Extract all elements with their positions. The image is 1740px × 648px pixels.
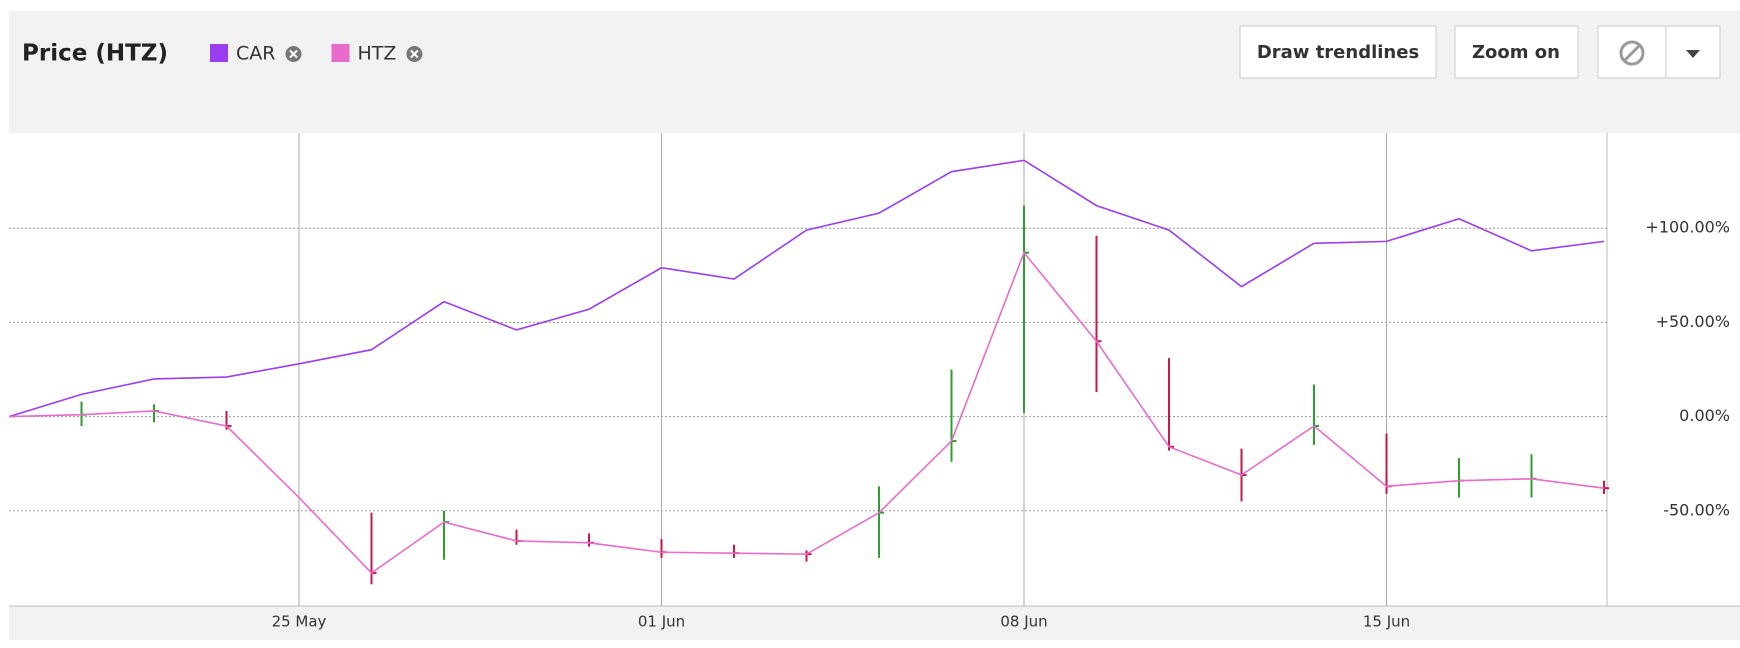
button-label: Draw trendlines [1257, 42, 1419, 63]
y-tick-label: 0.00% [1679, 406, 1730, 425]
x-tick-label: 25 May [272, 613, 327, 631]
x-tick-label: 15 Jun [1363, 613, 1410, 631]
dropdown-button[interactable] [1665, 25, 1721, 79]
series-line [8, 159, 1605, 418]
chart-title: Price (HTZ) [22, 41, 168, 67]
legend-swatch [331, 44, 350, 62]
legend-label: CAR [236, 43, 275, 65]
x-tick-label: 01 Jun [638, 613, 685, 631]
x-tick-label: 08 Jun [1000, 613, 1047, 631]
header-band [9, 11, 1740, 133]
y-tick-label: +50.00% [1656, 312, 1730, 331]
remove-cross [410, 49, 419, 59]
legend-remove[interactable] [406, 46, 423, 62]
legend: CAR HTZ [210, 43, 423, 65]
x-axis-band [9, 606, 1740, 640]
series-line [8, 251, 1605, 575]
legend-label: HTZ [357, 43, 396, 65]
legend-swatch [210, 44, 228, 62]
legend-remove[interactable] [285, 46, 302, 62]
zoom-button[interactable]: Zoom on [1454, 25, 1579, 79]
button-label: Zoom on [1472, 42, 1560, 63]
y-tick-label: +100.00% [1645, 218, 1730, 237]
disable-button[interactable] [1597, 25, 1667, 79]
trendline-button[interactable]: Draw trendlines [1239, 25, 1437, 79]
remove-cross [289, 49, 298, 59]
y-tick-label: -50.00% [1663, 500, 1730, 519]
